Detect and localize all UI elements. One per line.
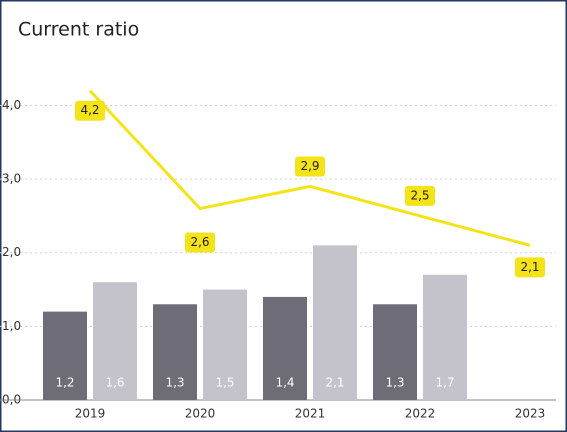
bar (43, 311, 87, 400)
x-tick-label: 2020 (185, 407, 216, 421)
line-value-label: 2,9 (300, 159, 319, 173)
bar (423, 274, 467, 400)
line-value-label: 2,1 (520, 260, 539, 274)
bar (153, 304, 197, 400)
x-tick-label: 2019 (75, 407, 106, 421)
bar-value-label: 1,3 (385, 376, 404, 390)
line-value-label: 2,6 (190, 235, 209, 249)
line-value-label: 4,2 (80, 103, 99, 117)
line-value-label: 2,5 (410, 188, 429, 202)
bar-value-label: 1,6 (105, 376, 124, 390)
bar-value-label: 1,7 (435, 376, 454, 390)
x-tick-label: 2023 (515, 407, 546, 421)
bar (313, 245, 357, 400)
chart-title: Current ratio (18, 19, 139, 41)
y-tick-label: 3,0 (2, 172, 21, 186)
bar (93, 282, 137, 400)
line-label-box (75, 100, 105, 121)
line-label-box (185, 232, 215, 253)
line-label-box (405, 185, 435, 206)
bar-value-label: 1,3 (165, 376, 184, 390)
bar (263, 296, 307, 400)
line-label-box (295, 156, 325, 177)
x-tick-label: 2021 (295, 407, 326, 421)
bar-value-label: 1,2 (55, 376, 74, 390)
y-tick-label: 4,0 (2, 98, 21, 112)
bar-value-label: 2,1 (325, 376, 344, 390)
y-tick-label: 1,0 (2, 319, 21, 333)
line (88, 89, 531, 247)
bar-value-label: 1,5 (215, 376, 234, 390)
bar (373, 304, 417, 400)
line-label-box (515, 257, 545, 278)
bar (203, 289, 247, 400)
x-tick-label: 2022 (405, 407, 436, 421)
y-tick-label: 2,0 (2, 245, 21, 259)
bar-value-label: 1,4 (275, 376, 294, 390)
